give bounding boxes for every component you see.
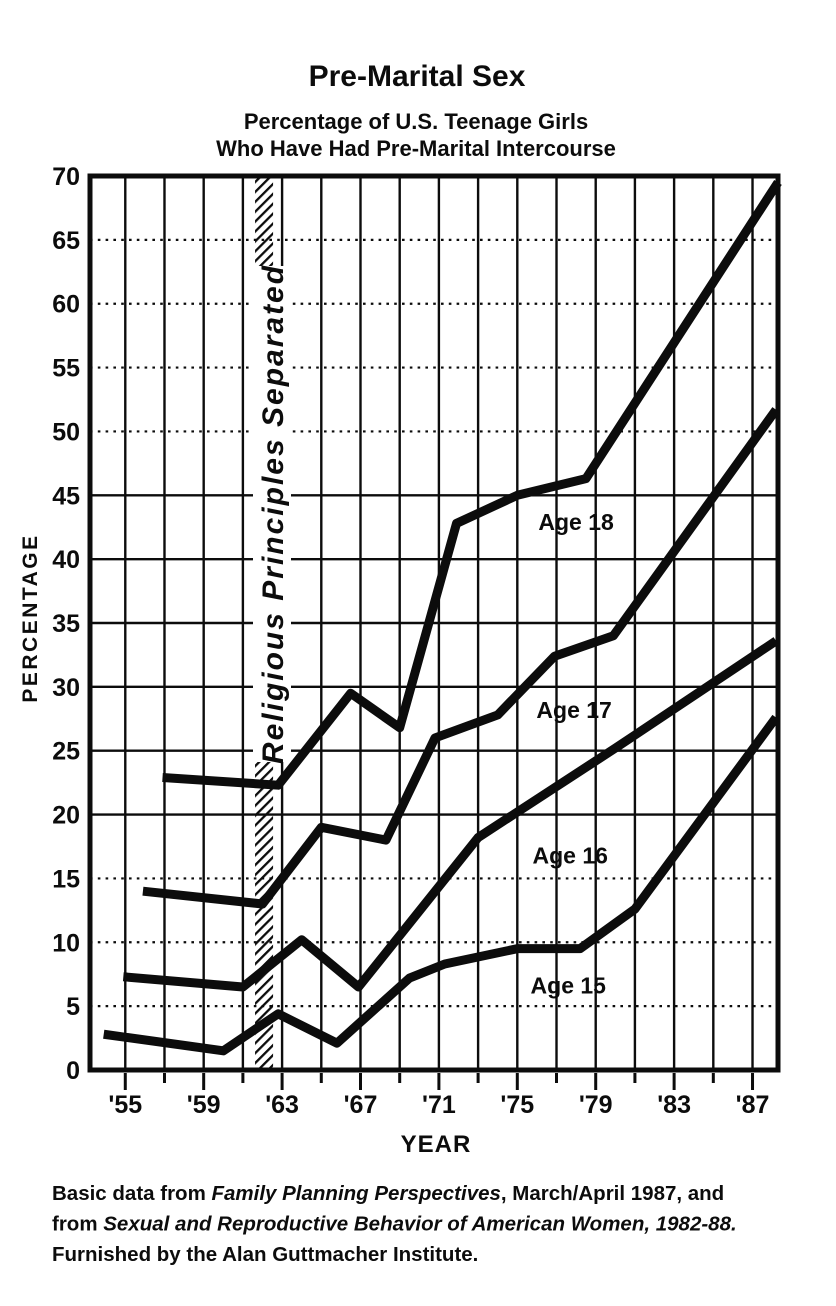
chart-subtitle-line1: Percentage of U.S. Teenage Girls <box>244 109 588 134</box>
y-tick-label: 65 <box>52 227 80 255</box>
x-tick-label: '83 <box>657 1091 691 1119</box>
series-label-age-18: Age 18 <box>538 509 614 535</box>
caption-line: from Sexual and Reproductive Behavior of… <box>52 1213 737 1236</box>
y-tick-label: 30 <box>52 674 80 702</box>
y-tick-label: 60 <box>52 291 80 319</box>
y-tick-label: 25 <box>52 738 80 766</box>
series-group: Age 18 Age 17 Age 16 Age 15 <box>103 179 782 1056</box>
plot-frame <box>87 173 781 1073</box>
religious-band-label: Religious Principles Separated <box>257 264 290 764</box>
caption-line: Basic data from Family Planning Perspect… <box>52 1182 724 1205</box>
y-tick-label: 70 <box>52 163 80 191</box>
series-line-age-16 <box>122 637 779 992</box>
series-line-age-17 <box>142 407 780 909</box>
x-tick-label: '87 <box>736 1091 770 1119</box>
y-tick-label: 35 <box>52 610 80 638</box>
chart-title: Pre-Marital Sex <box>309 60 526 93</box>
y-tick-label: 40 <box>52 546 80 574</box>
religious-band-label-backing <box>253 266 291 762</box>
religious-band-label-group: Religious Principles Separated <box>253 264 291 764</box>
x-tick-label: '75 <box>500 1091 534 1119</box>
y-tick-label: 45 <box>52 482 80 510</box>
x-tick-label: '71 <box>422 1091 456 1119</box>
x-tick-label: '55 <box>108 1091 142 1119</box>
x-axis-title: YEAR <box>401 1131 472 1158</box>
caption-line: Furnished by the Alan Guttmacher Institu… <box>52 1243 478 1266</box>
series-label-age-15: Age 15 <box>531 973 607 999</box>
axes-group: '55 '59 '63 '67 '71 '75 '79 '83 '87 0 5 10 15 20 25 30 3… <box>52 163 769 1119</box>
chart-subtitle-line2: Who Have Had Pre-Marital Intercourse <box>216 136 616 161</box>
y-tick-label: 55 <box>52 355 80 383</box>
y-tick-label: 20 <box>52 802 80 830</box>
y-tick-label: 15 <box>52 865 80 893</box>
y-axis-title: PERCENTAGE <box>19 533 42 702</box>
plot-frame-group <box>87 173 781 1073</box>
y-tick-label: 0 <box>66 1057 80 1085</box>
x-tick-label: '67 <box>344 1091 378 1119</box>
series-label-age-17: Age 17 <box>536 697 611 723</box>
x-tick-label: '59 <box>187 1091 221 1119</box>
series-label-age-16: Age 16 <box>533 842 608 868</box>
series-line-age-18 <box>162 179 782 790</box>
y-tick-label: 5 <box>66 993 80 1021</box>
gridlines-group <box>90 176 778 1070</box>
y-tick-label: 10 <box>52 929 80 957</box>
x-tick-label: '79 <box>579 1091 613 1119</box>
x-tick-label: '63 <box>265 1091 299 1119</box>
series-line-age-15 <box>103 714 780 1056</box>
y-tick-label: 50 <box>52 418 80 446</box>
source-caption: Basic data from Family Planning Perspect… <box>52 1182 737 1266</box>
